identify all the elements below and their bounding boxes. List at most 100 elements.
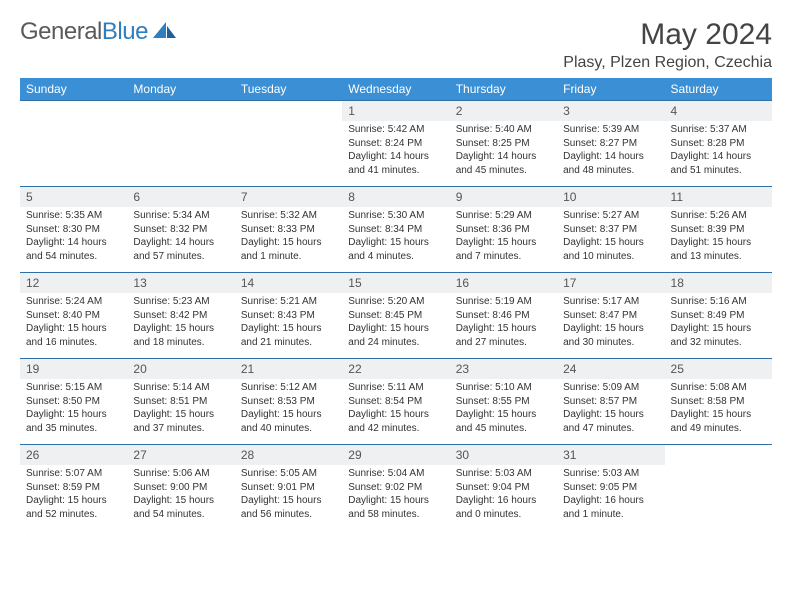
day-number: 4 (665, 101, 772, 121)
day-number: 14 (235, 273, 342, 293)
day-body (665, 451, 772, 457)
day-line: Sunrise: 5:37 AM (671, 123, 766, 137)
day-line: Daylight: 15 hours (671, 322, 766, 336)
day-line: and 30 minutes. (563, 336, 658, 350)
day-line: Daylight: 15 hours (26, 408, 121, 422)
day-line: Sunset: 9:04 PM (456, 481, 551, 495)
calendar-cell: 18Sunrise: 5:16 AMSunset: 8:49 PMDayligh… (665, 273, 772, 359)
day-line: Daylight: 15 hours (563, 408, 658, 422)
location: Plasy, Plzen Region, Czechia (563, 54, 772, 72)
day-body: Sunrise: 5:03 AMSunset: 9:05 PMDaylight:… (557, 465, 664, 525)
day-line: Sunset: 8:50 PM (26, 395, 121, 409)
day-line: and 56 minutes. (241, 508, 336, 522)
day-line: Daylight: 15 hours (133, 322, 228, 336)
day-number: 21 (235, 359, 342, 379)
day-line: Sunrise: 5:24 AM (26, 295, 121, 309)
day-number: 27 (127, 445, 234, 465)
day-body: Sunrise: 5:27 AMSunset: 8:37 PMDaylight:… (557, 207, 664, 267)
day-line: Daylight: 14 hours (133, 236, 228, 250)
day-line: Sunrise: 5:30 AM (348, 209, 443, 223)
day-line: Sunset: 8:51 PM (133, 395, 228, 409)
day-number: 8 (342, 187, 449, 207)
day-line: Sunrise: 5:17 AM (563, 295, 658, 309)
calendar: SundayMondayTuesdayWednesdayThursdayFrid… (20, 78, 772, 531)
weekday-header: Monday (127, 78, 234, 101)
day-number: 30 (450, 445, 557, 465)
day-line: Sunset: 8:33 PM (241, 223, 336, 237)
day-line: and 18 minutes. (133, 336, 228, 350)
day-line: and 51 minutes. (671, 164, 766, 178)
day-line: Daylight: 16 hours (563, 494, 658, 508)
day-number: 11 (665, 187, 772, 207)
day-line: and 10 minutes. (563, 250, 658, 264)
calendar-cell: 8Sunrise: 5:30 AMSunset: 8:34 PMDaylight… (342, 187, 449, 273)
calendar-cell: 21Sunrise: 5:12 AMSunset: 8:53 PMDayligh… (235, 359, 342, 445)
day-line: and 57 minutes. (133, 250, 228, 264)
day-line: Sunrise: 5:12 AM (241, 381, 336, 395)
calendar-cell: 19Sunrise: 5:15 AMSunset: 8:50 PMDayligh… (20, 359, 127, 445)
calendar-cell: 4Sunrise: 5:37 AMSunset: 8:28 PMDaylight… (665, 101, 772, 187)
day-number: 18 (665, 273, 772, 293)
calendar-cell: 29Sunrise: 5:04 AMSunset: 9:02 PMDayligh… (342, 445, 449, 531)
day-line: Daylight: 15 hours (456, 236, 551, 250)
calendar-cell: 9Sunrise: 5:29 AMSunset: 8:36 PMDaylight… (450, 187, 557, 273)
day-body: Sunrise: 5:12 AMSunset: 8:53 PMDaylight:… (235, 379, 342, 439)
day-line: Sunset: 8:54 PM (348, 395, 443, 409)
day-line: Sunrise: 5:04 AM (348, 467, 443, 481)
day-line: and 41 minutes. (348, 164, 443, 178)
day-line: Sunrise: 5:10 AM (456, 381, 551, 395)
calendar-cell: 28Sunrise: 5:05 AMSunset: 9:01 PMDayligh… (235, 445, 342, 531)
day-number: 29 (342, 445, 449, 465)
calendar-cell: 15Sunrise: 5:20 AMSunset: 8:45 PMDayligh… (342, 273, 449, 359)
day-body: Sunrise: 5:21 AMSunset: 8:43 PMDaylight:… (235, 293, 342, 353)
day-line: Daylight: 14 hours (26, 236, 121, 250)
day-line: Daylight: 15 hours (133, 408, 228, 422)
day-line: Daylight: 15 hours (241, 236, 336, 250)
weekday-header: Friday (557, 78, 664, 101)
day-line: Sunrise: 5:20 AM (348, 295, 443, 309)
day-body: Sunrise: 5:19 AMSunset: 8:46 PMDaylight:… (450, 293, 557, 353)
day-line: Sunrise: 5:26 AM (671, 209, 766, 223)
day-body: Sunrise: 5:14 AMSunset: 8:51 PMDaylight:… (127, 379, 234, 439)
calendar-cell: 25Sunrise: 5:08 AMSunset: 8:58 PMDayligh… (665, 359, 772, 445)
month-title: May 2024 (563, 18, 772, 52)
weekday-header: Tuesday (235, 78, 342, 101)
calendar-cell (127, 101, 234, 187)
day-line: Daylight: 15 hours (241, 322, 336, 336)
day-body: Sunrise: 5:16 AMSunset: 8:49 PMDaylight:… (665, 293, 772, 353)
calendar-week: 12Sunrise: 5:24 AMSunset: 8:40 PMDayligh… (20, 273, 772, 359)
day-number: 28 (235, 445, 342, 465)
day-line: Sunrise: 5:40 AM (456, 123, 551, 137)
day-line: Sunset: 8:49 PM (671, 309, 766, 323)
day-line: Sunset: 9:00 PM (133, 481, 228, 495)
calendar-cell: 23Sunrise: 5:10 AMSunset: 8:55 PMDayligh… (450, 359, 557, 445)
day-line: Sunset: 8:47 PM (563, 309, 658, 323)
day-line: and 0 minutes. (456, 508, 551, 522)
day-line: and 27 minutes. (456, 336, 551, 350)
calendar-cell: 30Sunrise: 5:03 AMSunset: 9:04 PMDayligh… (450, 445, 557, 531)
day-line: and 7 minutes. (456, 250, 551, 264)
day-body: Sunrise: 5:30 AMSunset: 8:34 PMDaylight:… (342, 207, 449, 267)
logo: GeneralBlue (20, 18, 178, 46)
weekday-header: Sunday (20, 78, 127, 101)
day-line: Sunset: 8:55 PM (456, 395, 551, 409)
calendar-cell: 10Sunrise: 5:27 AMSunset: 8:37 PMDayligh… (557, 187, 664, 273)
day-line: and 24 minutes. (348, 336, 443, 350)
day-number: 10 (557, 187, 664, 207)
day-body: Sunrise: 5:06 AMSunset: 9:00 PMDaylight:… (127, 465, 234, 525)
day-number: 31 (557, 445, 664, 465)
calendar-cell: 11Sunrise: 5:26 AMSunset: 8:39 PMDayligh… (665, 187, 772, 273)
day-body: Sunrise: 5:04 AMSunset: 9:02 PMDaylight:… (342, 465, 449, 525)
day-line: Sunrise: 5:09 AM (563, 381, 658, 395)
day-line: Sunset: 9:01 PM (241, 481, 336, 495)
calendar-cell: 26Sunrise: 5:07 AMSunset: 8:59 PMDayligh… (20, 445, 127, 531)
day-body: Sunrise: 5:24 AMSunset: 8:40 PMDaylight:… (20, 293, 127, 353)
day-body: Sunrise: 5:29 AMSunset: 8:36 PMDaylight:… (450, 207, 557, 267)
day-line: Sunset: 8:46 PM (456, 309, 551, 323)
day-line: and 35 minutes. (26, 422, 121, 436)
calendar-body: 1Sunrise: 5:42 AMSunset: 8:24 PMDaylight… (20, 101, 772, 531)
day-body: Sunrise: 5:20 AMSunset: 8:45 PMDaylight:… (342, 293, 449, 353)
day-line: Sunrise: 5:29 AM (456, 209, 551, 223)
day-line: Sunrise: 5:35 AM (26, 209, 121, 223)
calendar-cell: 2Sunrise: 5:40 AMSunset: 8:25 PMDaylight… (450, 101, 557, 187)
